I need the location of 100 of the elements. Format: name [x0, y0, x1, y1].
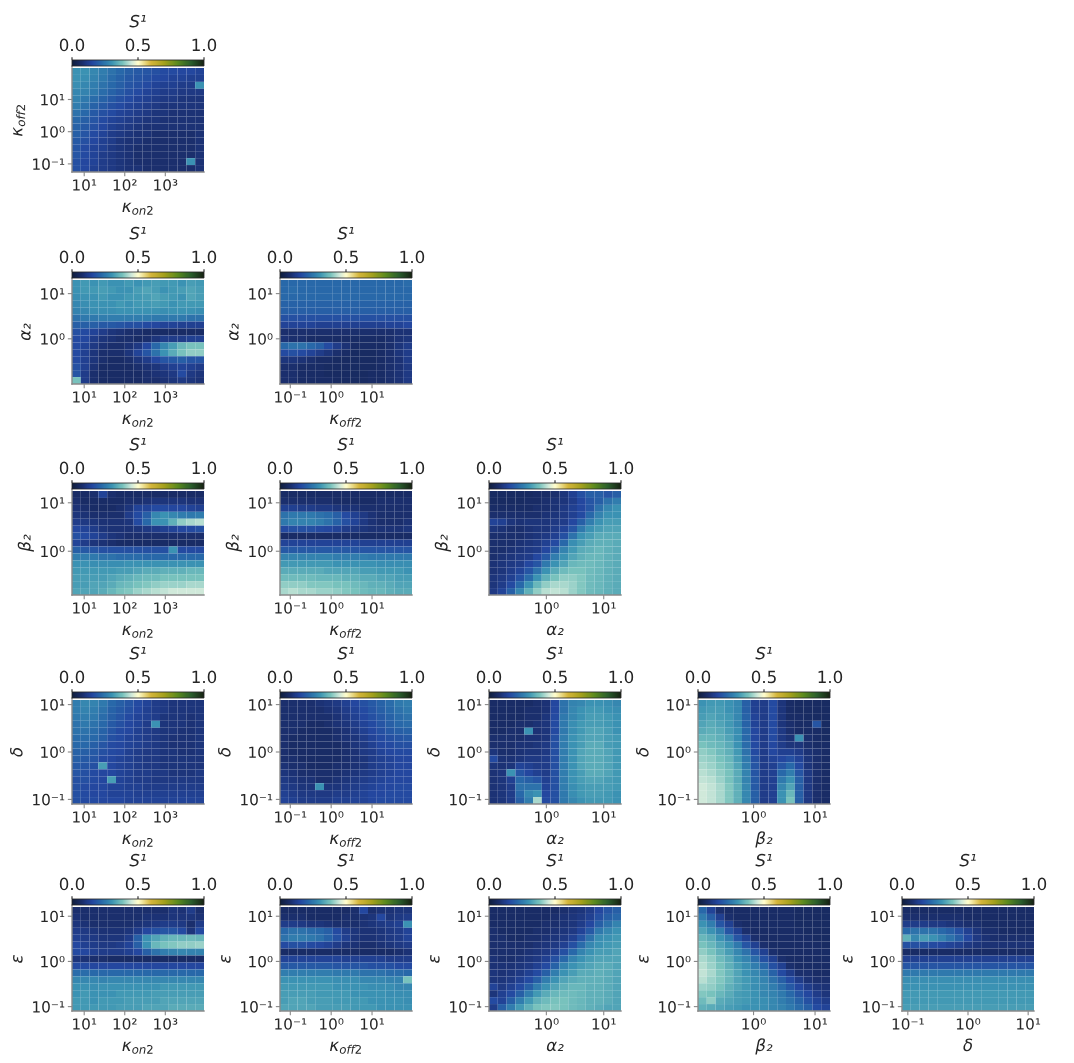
- y-tick-label: 10¹: [667, 699, 691, 711]
- color-bar-label: 0.0: [476, 670, 502, 684]
- x-tick-label: 10¹: [360, 391, 384, 403]
- color-bar-label: 0.5: [333, 250, 358, 264]
- x-tick-label: 10¹: [360, 602, 384, 614]
- y-tick-label: 10¹: [41, 910, 65, 923]
- y-axis-title: β₂: [434, 534, 451, 552]
- color-bar-label: 1.0: [192, 250, 217, 264]
- x-tick-label: 10⁰: [320, 602, 344, 614]
- y-axis-title: δ: [10, 747, 23, 757]
- y-axis-title: δ: [218, 747, 231, 757]
- y-tick-label: 10¹: [249, 288, 273, 300]
- x-tick-label: 10¹: [592, 811, 616, 823]
- y-tick-label: 10⁰: [458, 545, 482, 558]
- x-tick-label: 10²: [113, 179, 137, 191]
- color-bar-label: 0.5: [542, 461, 567, 475]
- x-axis-title: δ: [963, 1038, 973, 1052]
- y-tick-label: 10¹: [667, 910, 691, 923]
- x-tick-label: 10⁻¹: [892, 1018, 924, 1030]
- y-axis-title: κ$_{off2}$: [13, 105, 26, 136]
- color-bar-label: 1.0: [609, 461, 634, 475]
- y-tick-label: 10¹: [249, 699, 273, 711]
- color-bar-label: 0.0: [889, 877, 915, 891]
- color-bar-label: 0.0: [59, 38, 85, 52]
- color-bar-label: 0.0: [267, 461, 293, 475]
- x-tick-label: 10⁰: [742, 1018, 766, 1030]
- x-tick-label: 10¹: [73, 602, 97, 614]
- color-bar-label: 1.0: [192, 461, 217, 475]
- x-tick-label: 10¹: [803, 811, 827, 823]
- y-axis-title: ε: [13, 955, 23, 963]
- x-tick-label: 10¹: [1017, 1018, 1041, 1030]
- y-tick-label: 10⁻¹: [659, 1001, 691, 1013]
- x-tick-label: 10¹: [73, 1018, 97, 1030]
- x-axis-title: κ$_{off2}$: [330, 834, 361, 847]
- color-bar-label: 1.0: [400, 670, 425, 684]
- color-bar-label: 1.0: [818, 877, 843, 891]
- x-tick-label: 10¹: [360, 811, 384, 823]
- color-bar-title: S¹: [337, 646, 354, 660]
- color-bar-title: S¹: [755, 853, 772, 867]
- x-axis-title: α₂: [546, 625, 564, 636]
- color-bar-label: 0.0: [267, 877, 293, 891]
- color-bar-title: S¹: [755, 646, 772, 660]
- x-tick-label: 10³: [154, 602, 178, 614]
- y-axis-title: β₂: [225, 534, 242, 552]
- y-axis-title: α₂: [21, 323, 31, 341]
- y-tick-label: 10⁰: [667, 955, 691, 968]
- x-tick-label: 10³: [154, 1018, 178, 1030]
- color-bar-label: 0.5: [542, 670, 567, 684]
- y-axis-title: ε: [430, 955, 440, 963]
- color-bar-label: 1.0: [400, 250, 425, 264]
- y-tick-label: 10¹: [249, 910, 273, 923]
- color-bar-label: 0.5: [333, 461, 358, 475]
- x-tick-label: 10³: [154, 391, 178, 403]
- x-axis-title: κ$_{on2}$: [122, 202, 153, 215]
- color-bar-label: 1.0: [818, 670, 843, 684]
- x-axis-title: α₂: [546, 834, 564, 845]
- y-axis-title: β₂: [17, 534, 34, 552]
- y-tick-label: 10⁻¹: [241, 1001, 273, 1013]
- y-tick-label: 10⁻¹: [659, 793, 691, 806]
- y-tick-label: 10⁰: [249, 545, 273, 558]
- x-axis-title: κ$_{off2}$: [330, 1041, 361, 1054]
- x-axis-title: κ$_{on2}$: [122, 625, 153, 638]
- y-axis-title: ε: [221, 955, 231, 963]
- x-tick-label: 10¹: [360, 1018, 384, 1030]
- x-tick-label: 10²: [113, 391, 137, 403]
- x-tick-label: 10⁻¹: [275, 811, 307, 823]
- color-bar-label: 0.5: [125, 250, 150, 264]
- y-tick-label: 10¹: [458, 910, 482, 923]
- x-axis-title: κ$_{off2}$: [330, 625, 361, 638]
- x-tick-label: 10¹: [73, 179, 97, 191]
- x-tick-label: 10⁰: [320, 1018, 344, 1030]
- y-axis-title: δ: [427, 747, 440, 757]
- y-tick-label: 10⁰: [667, 746, 691, 759]
- x-tick-label: 10¹: [592, 1018, 616, 1030]
- color-bar-label: 1.0: [400, 461, 425, 475]
- color-bar-label: 0.0: [59, 461, 85, 475]
- y-tick-label: 10¹: [458, 497, 482, 509]
- y-tick-label: 10⁰: [41, 955, 65, 968]
- color-bar-label: 0.0: [476, 877, 502, 891]
- y-tick-label: 10¹: [458, 699, 482, 711]
- x-tick-label: 10⁻¹: [275, 1018, 307, 1030]
- y-axis-title: α₂: [229, 323, 239, 341]
- x-tick-label: 10²: [113, 811, 137, 823]
- x-axis-title: α₂: [546, 1041, 564, 1052]
- x-tick-label: 10⁰: [535, 1018, 559, 1030]
- y-axis-title: δ: [636, 747, 649, 757]
- x-tick-label: 10⁰: [956, 1018, 981, 1030]
- color-bar-label: 0.5: [542, 877, 567, 891]
- y-tick-label: 10⁰: [249, 333, 273, 345]
- x-axis-title: κ$_{on2}$: [122, 1041, 153, 1054]
- color-bar-label: 0.5: [125, 670, 150, 684]
- x-tick-label: 10²: [113, 1018, 137, 1030]
- color-bar-label: 1.0: [1022, 877, 1047, 891]
- color-bar-title: S¹: [337, 853, 354, 867]
- y-tick-label: 10⁰: [871, 955, 895, 968]
- y-tick-label: 10⁰: [458, 746, 482, 759]
- color-bar-label: 0.0: [267, 670, 293, 684]
- x-axis-title: β₂: [755, 1038, 773, 1055]
- color-bar-label: 0.0: [267, 250, 293, 264]
- y-tick-label: 10⁰: [41, 746, 65, 759]
